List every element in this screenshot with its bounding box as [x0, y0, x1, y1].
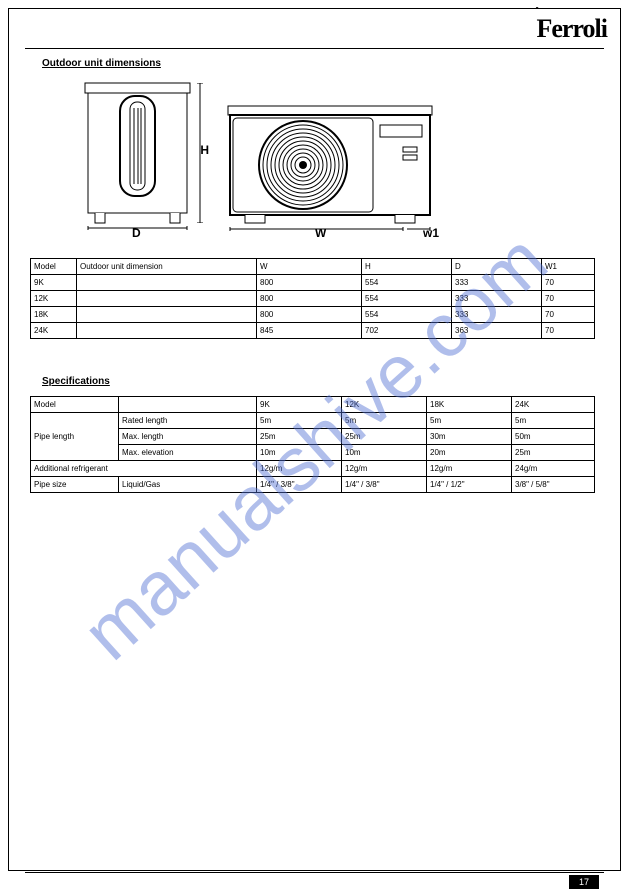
t1-cell: 363 [452, 323, 542, 339]
side-view-diagram [80, 78, 195, 233]
t2-cell: 30m [427, 429, 512, 445]
dim-label-w1: w1 [423, 226, 439, 240]
t1-cell [77, 291, 257, 307]
t2-cell: 20m [427, 445, 512, 461]
section-title-specs: Specifications [42, 376, 110, 387]
t2-cell: Liquid/Gas [119, 477, 257, 493]
t2-cell: Max. length [119, 429, 257, 445]
t2-cell: 25m [342, 429, 427, 445]
t2-pipe-size: Pipe size [31, 477, 119, 493]
t2-cell: Rated length [119, 413, 257, 429]
dimensions-table: Model Outdoor unit dimension W H D W1 9K… [30, 258, 595, 339]
t1-cell: 800 [257, 291, 362, 307]
t1-cell [77, 307, 257, 323]
t1-cell: 554 [362, 275, 452, 291]
t2-cell: 1/4" / 3/8" [342, 477, 427, 493]
t2-cell: 3/8" / 5/8" [512, 477, 595, 493]
t2-header-24k: 24K [512, 397, 595, 413]
t2-cell: 5m [257, 413, 342, 429]
t2-header-18k: 18K [427, 397, 512, 413]
t2-cell: 10m [342, 445, 427, 461]
t2-cell: 5m [342, 413, 427, 429]
t1-cell: 845 [257, 323, 362, 339]
t1-cell: 333 [452, 275, 542, 291]
t2-cell: 25m [512, 445, 595, 461]
t1-cell: 554 [362, 291, 452, 307]
t2-header-9k: 9K [257, 397, 342, 413]
t2-header-blank [119, 397, 257, 413]
t1-cell: 18K [31, 307, 77, 323]
t2-cell: 24g/m [512, 461, 595, 477]
t1-cell [77, 323, 257, 339]
t2-cell: 50m [512, 429, 595, 445]
t2-cell: 5m [427, 413, 512, 429]
t1-header-dim: Outdoor unit dimension [77, 259, 257, 275]
t1-cell: 70 [542, 291, 595, 307]
brand-logo: F́erroli [537, 14, 608, 44]
t1-cell: 12K [31, 291, 77, 307]
t2-cell: 1/4" / 1/2" [427, 477, 512, 493]
t2-cell: Max. elevation [119, 445, 257, 461]
footer-divider [25, 872, 604, 873]
front-view-diagram [225, 103, 435, 233]
t2-pipe-length: Pipe length [31, 413, 119, 461]
t1-header-h: H [362, 259, 452, 275]
t1-cell: 70 [542, 275, 595, 291]
t2-cell: 12g/m [342, 461, 427, 477]
h-dimension-line [197, 83, 203, 223]
header-divider [25, 48, 604, 49]
t1-cell: 24K [31, 323, 77, 339]
t2-cell: 12g/m [257, 461, 342, 477]
t1-header-w1: W1 [542, 259, 595, 275]
t2-cell: 10m [257, 445, 342, 461]
t1-cell: 333 [452, 307, 542, 323]
t2-header-12k: 12K [342, 397, 427, 413]
t1-header-d: D [452, 259, 542, 275]
t2-cell: 12g/m [427, 461, 512, 477]
t1-cell: 70 [542, 307, 595, 323]
t1-cell: 800 [257, 307, 362, 323]
dim-label-w: W [315, 226, 326, 240]
t1-cell [77, 275, 257, 291]
t1-header-w: W [257, 259, 362, 275]
dim-label-d: D [132, 226, 141, 240]
unit-diagrams: D H [80, 78, 435, 238]
t2-refrigerant: Additional refrigerant [31, 461, 257, 477]
t1-cell: 333 [452, 291, 542, 307]
t1-cell: 800 [257, 275, 362, 291]
specifications-table: Model 9K 12K 18K 24K Pipe length Rated l… [30, 396, 595, 493]
page-number: 17 [569, 875, 599, 889]
t2-cell: 5m [512, 413, 595, 429]
t1-cell: 70 [542, 323, 595, 339]
t2-cell: 1/4" / 3/8" [257, 477, 342, 493]
t2-header-model: Model [31, 397, 119, 413]
t1-cell: 554 [362, 307, 452, 323]
t1-cell: 9K [31, 275, 77, 291]
t1-cell: 702 [362, 323, 452, 339]
t2-cell: 25m [257, 429, 342, 445]
section-title-dimensions: Outdoor unit dimensions [42, 58, 161, 69]
t1-header-model: Model [31, 259, 77, 275]
